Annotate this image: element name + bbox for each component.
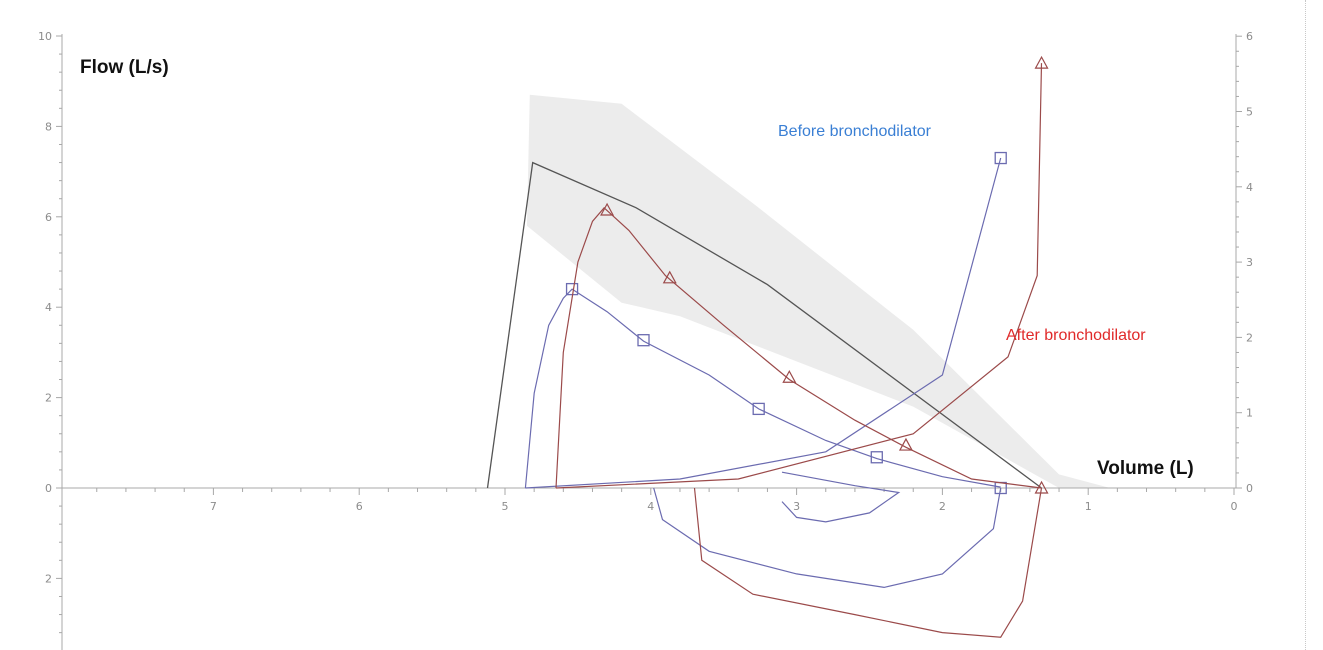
series-layer: [486, 55, 1049, 638]
before-data-point: [637, 334, 650, 347]
y-tick-label: 8: [45, 120, 52, 133]
y2-tick-label: 0: [1246, 482, 1253, 495]
y2-tick-label: 1: [1246, 407, 1253, 420]
x-tick-label: 0: [1231, 500, 1238, 513]
y2-tick-label: 5: [1246, 106, 1253, 119]
before-inspiratory-small-loop: [781, 471, 901, 523]
x-tick-label: 4: [647, 500, 654, 513]
panel-right-border: [1305, 0, 1306, 650]
y2-tick-label: 6: [1246, 30, 1253, 43]
x-tick-label: 3: [793, 500, 800, 513]
y-tick-label: 2: [45, 572, 52, 585]
x-axis-title: Volume (L): [1097, 458, 1194, 479]
x-tick-label: 5: [502, 500, 509, 513]
labels-layer: Flow (L/s) Volume (L) Before bronchodila…: [80, 57, 1194, 479]
y-tick-label: 6: [45, 211, 52, 224]
x-tick-label: 6: [356, 500, 363, 513]
after-end-marker: [1034, 55, 1049, 69]
after-volume-time-curve: [555, 63, 1043, 489]
before-data-point: [870, 451, 883, 464]
y2-tick-label: 3: [1246, 256, 1253, 269]
y-tick-label: 10: [38, 30, 52, 43]
after-data-point: [600, 202, 615, 216]
y2-tick-label: 4: [1246, 181, 1253, 194]
predicted-line: [486, 161, 1042, 489]
after-data-point: [662, 270, 677, 284]
legend-label-after: After bronchodilator: [1006, 327, 1146, 344]
predicted-range-band: [526, 94, 1111, 489]
predicted-range-band-layer: [526, 94, 1111, 489]
before-inspiratory-curve: [653, 487, 1002, 589]
before-data-point: [752, 402, 765, 416]
after-data-point: [898, 437, 913, 451]
x-tick-label: 7: [210, 500, 217, 513]
y2-tick-label: 2: [1246, 331, 1253, 344]
after-inspiratory-curve: [693, 487, 1043, 638]
y-axis-title: Flow (L/s): [80, 57, 169, 78]
y-tick-label: 0: [45, 482, 52, 495]
x-tick-label: 1: [1085, 500, 1092, 513]
before-expiratory-curve: [524, 288, 1001, 489]
x-tick-label: 2: [939, 500, 946, 513]
legend-label-before: Before bronchodilator: [778, 123, 932, 140]
before-end-marker: [994, 151, 1007, 165]
y-tick-label: 4: [45, 301, 52, 314]
y-tick-label: 2: [45, 392, 52, 405]
after-data-point: [1034, 480, 1049, 494]
before-volume-time-curve: [525, 157, 1002, 489]
after-data-point: [782, 370, 797, 383]
after-expiratory-curve: [555, 206, 1042, 489]
